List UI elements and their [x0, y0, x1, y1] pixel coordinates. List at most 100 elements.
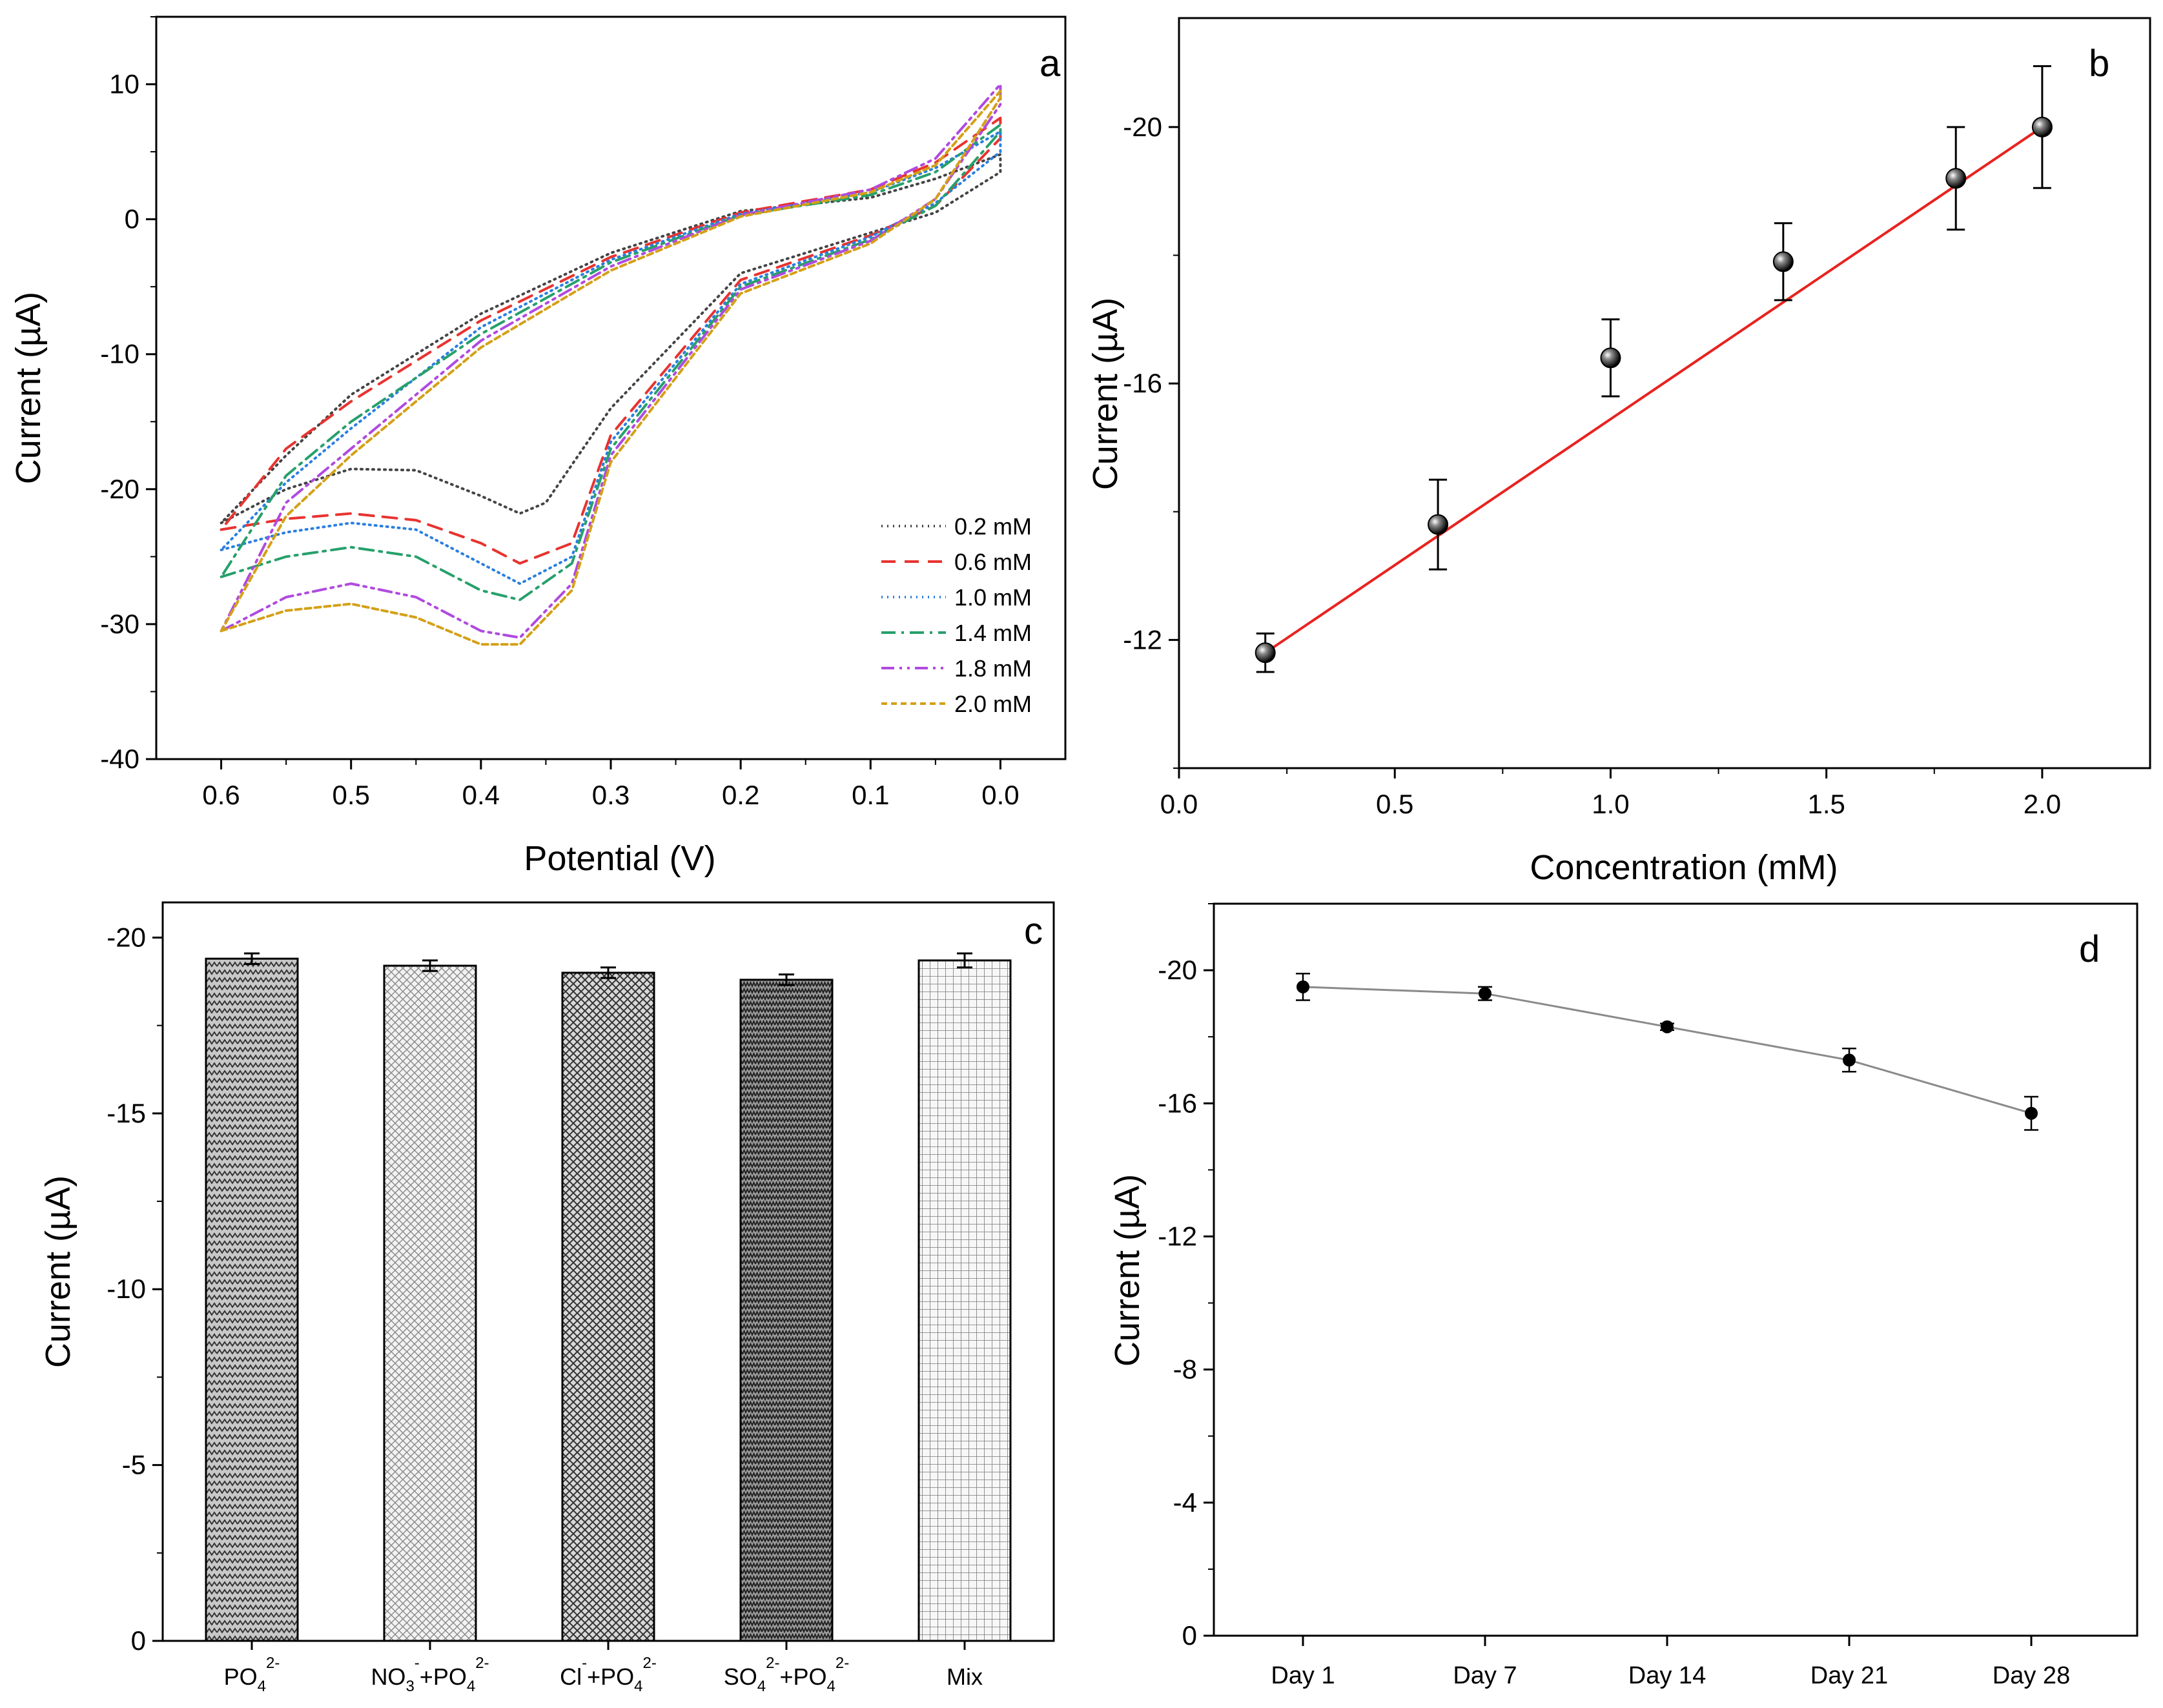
panel-c-selectivity: 0-5-10-15-20PO42-NO3-+PO42-Cl-+PO42-SO42…: [39, 901, 1055, 1695]
panel-c-bar: [917, 959, 1012, 1642]
panel-a-legend-label: 0.2 mM: [954, 513, 1032, 540]
panel-a-legend-label: 0.6 mM: [954, 549, 1032, 575]
panel-a-series: [220, 83, 1002, 646]
panel-d-point: [1297, 980, 1309, 993]
panel-d-ytick-label: -16: [1158, 1088, 1197, 1118]
panel-b-xtick-label: 1.0: [1592, 789, 1629, 819]
panel-c-bar: [205, 957, 299, 1642]
panel-c-category-text: NO: [371, 1663, 405, 1690]
panel-d-ytick-label: -12: [1158, 1221, 1197, 1251]
panel-c-category-text: 4: [634, 1678, 642, 1695]
panel-c-category-text: 2-: [835, 1654, 849, 1672]
panel-b-ytick-label: -16: [1123, 368, 1162, 398]
panel-a-xtick-label: 0.5: [333, 780, 370, 810]
panel-b-xtick-label: 2.0: [2024, 789, 2061, 819]
panel-d-xtick-label: Day 1: [1271, 1662, 1335, 1689]
panel-c-category-label: NO3-+PO42-: [371, 1654, 489, 1695]
panel-d-ytick-label: -4: [1173, 1487, 1197, 1518]
panel-b-point: [1600, 347, 1621, 369]
panel-b-ytick-label: -20: [1123, 112, 1162, 142]
panel-c-category-text: 2-: [475, 1654, 489, 1672]
panel-d-ytick-label: 0: [1182, 1620, 1197, 1651]
panel-c-ylabel: Current (µA): [39, 1175, 77, 1368]
panel-c-category-text: 4: [827, 1678, 835, 1695]
panel-b-fit-line: [1264, 126, 2044, 654]
panel-c-category-label: SO42-+PO42-: [724, 1654, 849, 1695]
panel-c-category-label: Mix: [947, 1663, 983, 1690]
panel-a-series-line: [220, 130, 1002, 585]
panel-b-xtick-label: 1.5: [1807, 789, 1845, 819]
panel-a-ytick-label: 10: [109, 69, 139, 99]
panel-b-series: [1255, 65, 2053, 673]
panel-a-xtick-label: 0.3: [592, 780, 630, 810]
panel-d-point: [1661, 1020, 1674, 1033]
panel-c-category-text: Cl: [560, 1663, 582, 1690]
panel-c-category-text: +PO: [779, 1663, 826, 1690]
panel-c-category-text: 2-: [766, 1654, 779, 1672]
panel-b-point: [2031, 116, 2053, 137]
panel-c-category-label: PO42-: [224, 1654, 280, 1695]
panel-b-point: [1772, 251, 1794, 272]
panel-c-series: [205, 952, 1012, 1642]
panel-b-axes: 0.0 0.5 1.0 1.5 2.0 -12 -16 -20: [1123, 112, 2061, 819]
panel-c-category-text: 2-: [643, 1654, 657, 1672]
panel-d-point: [2025, 1106, 2038, 1120]
panel-a-xlabel: Potential (V): [524, 839, 715, 878]
panel-d-series: [1296, 972, 2038, 1131]
panel-c-category-label: Cl-+PO42-: [560, 1654, 657, 1695]
panel-a-xtick-label: 0.0: [981, 780, 1019, 810]
panel-c-category-text: PO: [224, 1663, 258, 1690]
panel-d-frame: [1213, 902, 2138, 1637]
panel-d-point: [1479, 987, 1492, 1001]
panel-a-legend-label: 1.8 mM: [954, 655, 1032, 682]
panel-c-category-text: 4: [757, 1678, 766, 1695]
panel-d-ytick-label: -20: [1158, 955, 1197, 985]
panel-c-letter: c: [1024, 910, 1043, 952]
panel-a-frame: [155, 15, 1067, 760]
panel-a-series-line: [220, 83, 1002, 639]
panel-c-category-text: 3: [405, 1678, 414, 1695]
panel-a-series-line: [220, 153, 1002, 525]
panel-c-axes: 0-5-10-15-20PO42-NO3-+PO42-Cl-+PO42-SO42…: [107, 922, 983, 1695]
panel-a-series-line: [220, 116, 1002, 565]
panel-b-xtick-label: 0.5: [1376, 789, 1413, 819]
panel-c-category-text: SO: [724, 1663, 757, 1690]
panel-a-ytick-label: -10: [100, 339, 139, 369]
panel-d-point: [1843, 1053, 1856, 1067]
panel-a-xtick-label: 0.1: [852, 780, 889, 810]
panel-d-xtick-label: Day 14: [1628, 1662, 1706, 1689]
panel-c-ytick-label: -15: [107, 1098, 146, 1128]
panel-c-ytick-label: 0: [131, 1625, 146, 1656]
panel-d-ytick-label: -8: [1173, 1354, 1197, 1385]
panel-d-letter: d: [2079, 928, 2100, 970]
panel-a-ytick-label: 0: [125, 204, 139, 234]
panel-c-bar: [383, 964, 477, 1642]
panel-a-axes: 0.6 0.5 0.4 0.3 0.2 0.1 0.0 10 0 -10 -20 -30 -40: [100, 16, 1020, 810]
panel-c-category-text: -: [582, 1654, 587, 1672]
panel-a-legend-label: 2.0 mM: [954, 691, 1032, 717]
panel-b-point: [1945, 168, 1967, 189]
panel-d-series-line: [1302, 986, 2032, 1115]
panel-a-ytick-label: -40: [100, 744, 139, 774]
panel-b-xlabel: Concentration (mM): [1530, 848, 1838, 887]
panel-a-ytick-label: -20: [100, 474, 139, 504]
panel-b-frame: [1178, 17, 2151, 769]
panel-a-series-line: [220, 123, 1002, 602]
panel-c-category-text: 4: [467, 1678, 475, 1695]
panel-c-category-text: 2-: [266, 1654, 280, 1672]
panel-c-bar: [561, 971, 655, 1642]
panel-a-legend-label: 1.4 mM: [954, 620, 1032, 646]
panel-d-ylabel: Current (µA): [1108, 1174, 1147, 1367]
panel-c-ytick-label: -20: [107, 922, 146, 952]
panel-c-category-text: -: [415, 1654, 420, 1672]
panel-c-ytick-label: -10: [107, 1274, 146, 1304]
panel-a-ylabel: Current (µA): [9, 292, 48, 484]
panel-c-ytick-label: -5: [122, 1450, 146, 1480]
panel-a-xtick-label: 0.2: [722, 780, 759, 810]
panel-a-xtick-label: 0.4: [462, 780, 500, 810]
panel-c-category-text: 4: [258, 1678, 266, 1695]
panel-b-xtick-label: 0.0: [1160, 789, 1198, 819]
panel-a-legend: 0.2 mM 0.6 mM 1.0 mM 1.4 mM 1.8 mM 2.0 mM: [881, 513, 1032, 717]
panel-d-axes: 0 -4 -8 -12 -16 -20 Day 1 Day 7 Day 14 Day 21 Day …: [1158, 903, 2070, 1689]
panel-a-xtick-label: 0.6: [202, 780, 240, 810]
